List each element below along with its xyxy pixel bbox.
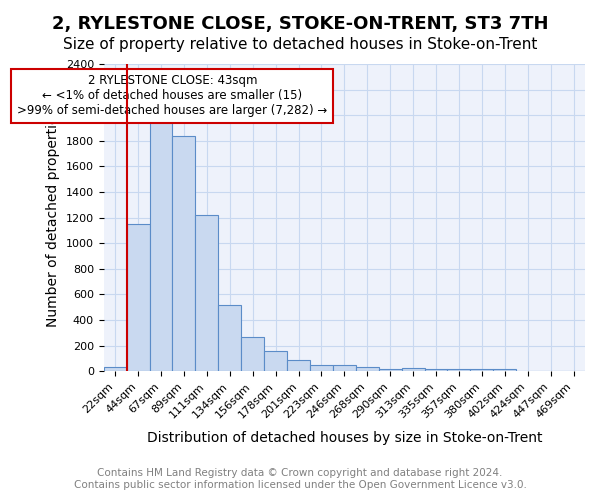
Bar (333, 366, 356, 371)
Bar (172, 136, 196, 371)
Bar (425, 368, 448, 371)
Bar (310, 366, 333, 371)
Bar (104, 368, 127, 371)
Bar (539, 370, 562, 371)
Bar (149, 122, 172, 371)
Bar (241, 336, 264, 371)
Bar (287, 360, 310, 371)
Bar (356, 368, 379, 371)
Text: 2 RYLESTONE CLOSE: 43sqm
← <1% of detached houses are smaller (15)
>99% of semi-: 2 RYLESTONE CLOSE: 43sqm ← <1% of detach… (17, 74, 328, 118)
Text: Contains HM Land Registry data © Crown copyright and database right 2024.
Contai: Contains HM Land Registry data © Crown c… (74, 468, 526, 490)
Y-axis label: Number of detached properties: Number of detached properties (46, 108, 60, 327)
Bar (218, 304, 241, 371)
Bar (493, 368, 516, 371)
Bar (470, 368, 493, 371)
Bar (448, 368, 470, 371)
Bar (379, 368, 401, 371)
Bar (264, 352, 287, 371)
Text: 2, RYLESTONE CLOSE, STOKE-ON-TRENT, ST3 7TH: 2, RYLESTONE CLOSE, STOKE-ON-TRENT, ST3 … (52, 15, 548, 33)
Bar (196, 215, 218, 371)
X-axis label: Distribution of detached houses by size in Stoke-on-Trent: Distribution of detached houses by size … (146, 431, 542, 445)
Bar (127, 224, 149, 371)
Bar (516, 370, 539, 371)
Text: Size of property relative to detached houses in Stoke-on-Trent: Size of property relative to detached ho… (63, 38, 537, 52)
Bar (401, 368, 425, 371)
